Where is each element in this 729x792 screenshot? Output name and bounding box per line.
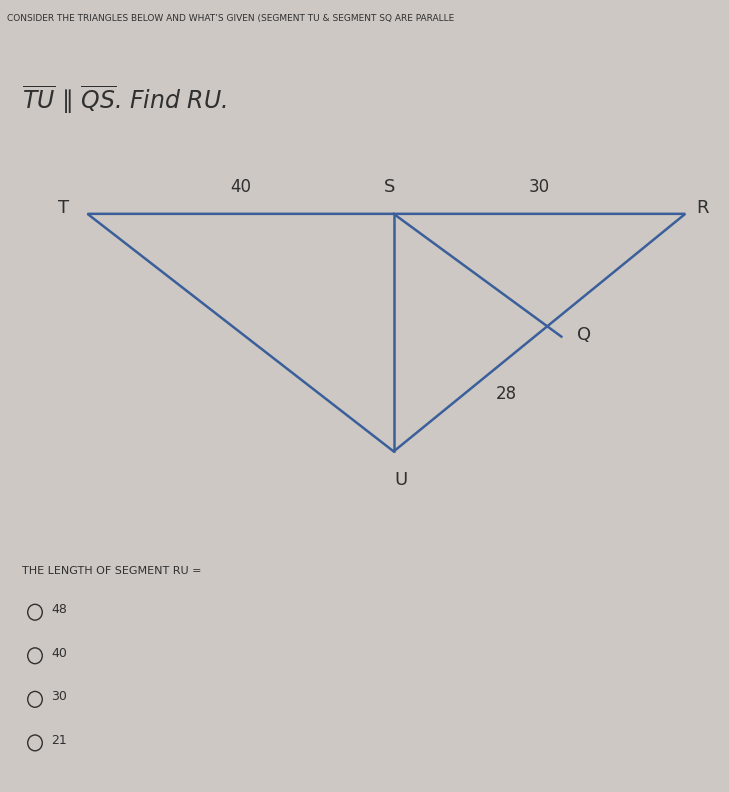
Text: 30: 30 <box>51 691 67 703</box>
Text: THE LENGTH OF SEGMENT RU =: THE LENGTH OF SEGMENT RU = <box>22 566 201 577</box>
Text: 40: 40 <box>51 647 67 660</box>
Text: S: S <box>384 178 396 196</box>
Text: 30: 30 <box>529 178 550 196</box>
Text: T: T <box>58 199 69 216</box>
Text: CONSIDER THE TRIANGLES BELOW AND WHAT’S GIVEN (SEGMENT TU & SEGMENT SQ ARE PARAL: CONSIDER THE TRIANGLES BELOW AND WHAT’S … <box>7 14 455 23</box>
Text: R: R <box>696 199 709 216</box>
Text: 21: 21 <box>51 734 67 747</box>
Text: U: U <box>394 471 408 489</box>
Text: 28: 28 <box>496 385 517 403</box>
Text: Q: Q <box>577 326 591 344</box>
Text: 40: 40 <box>230 178 251 196</box>
Text: $\overline{TU}$ ∥ $\overline{QS}$. Find $RU$.: $\overline{TU}$ ∥ $\overline{QS}$. Find … <box>22 83 227 116</box>
Text: 48: 48 <box>51 604 67 616</box>
